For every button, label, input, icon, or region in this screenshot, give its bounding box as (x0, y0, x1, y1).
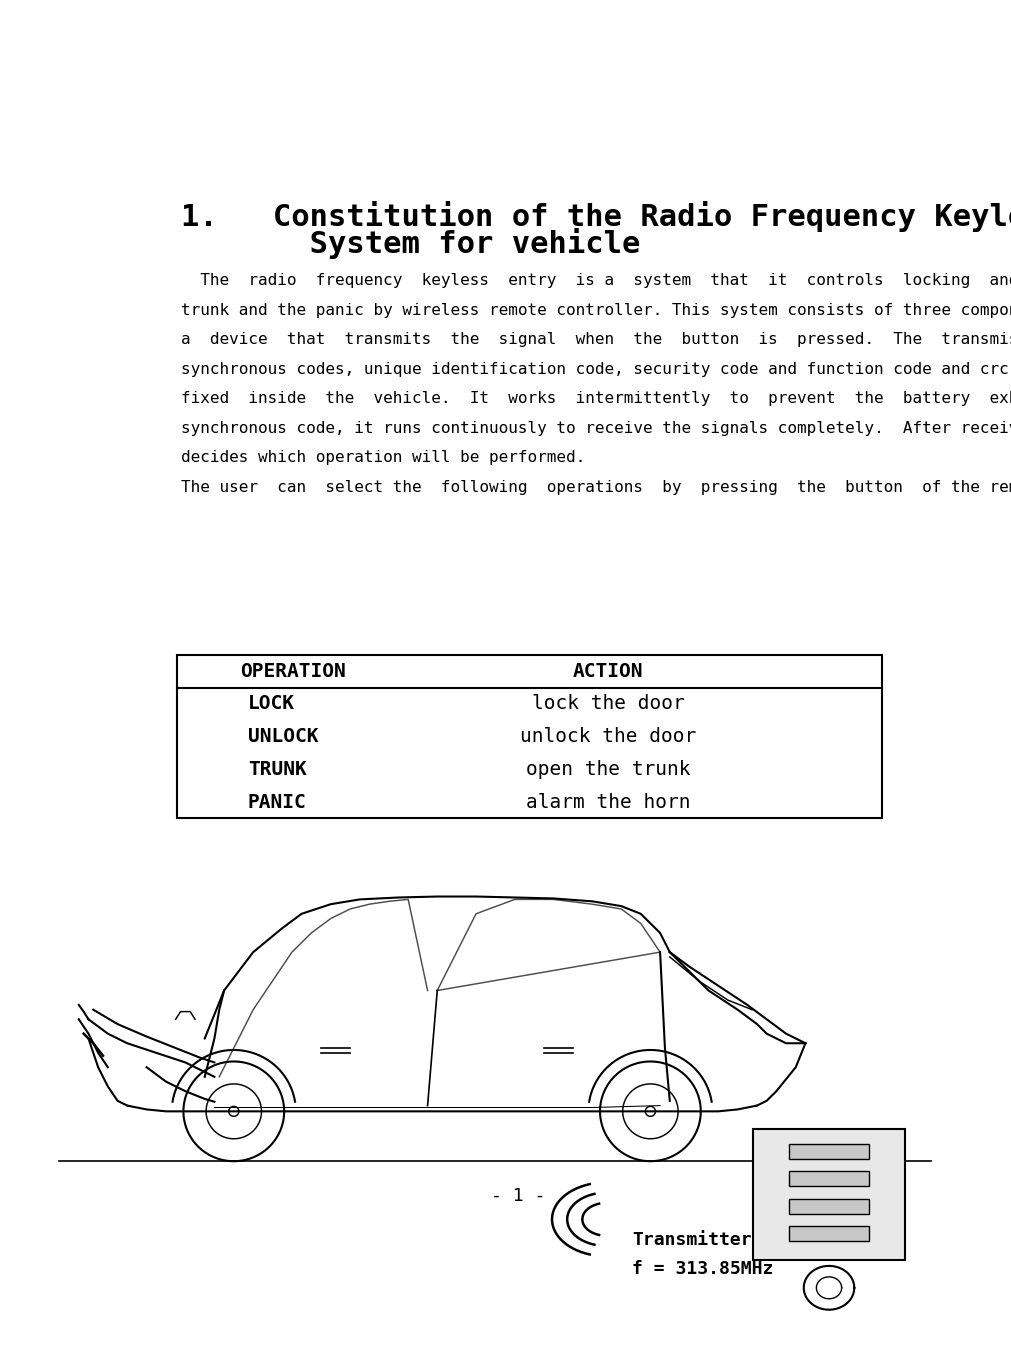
Text: synchronous codes, unique identification code, security code and function code a: synchronous codes, unique identification… (181, 362, 1011, 377)
Text: fixed  inside  the  vehicle.  It  works  intermittently  to  prevent  the  batte: fixed inside the vehicle. It works inter… (181, 392, 1011, 406)
Text: 1.   Constitution of the Radio Frequency Keyless Entry: 1. Constitution of the Radio Frequency K… (181, 201, 1011, 233)
Text: System for vehicle: System for vehicle (181, 227, 641, 259)
Text: OPERATION: OPERATION (240, 662, 346, 681)
Text: - 1 -: - 1 - (491, 1186, 545, 1206)
Bar (789, 1171, 869, 1186)
Text: f = 313.85MHz: f = 313.85MHz (632, 1259, 773, 1278)
Text: TRUNK: TRUNK (248, 760, 306, 780)
Text: synchronous code, it runs continuously to receive the signals completely.  After: synchronous code, it runs continuously t… (181, 421, 1011, 436)
Text: alarm the horn: alarm the horn (526, 793, 691, 811)
Text: a  device  that  transmits  the  signal  when  the  button  is  pressed.  The  t: a device that transmits the signal when … (181, 332, 1011, 347)
Bar (789, 1144, 869, 1159)
Text: PANIC: PANIC (248, 793, 306, 811)
Text: ACTION: ACTION (573, 662, 643, 681)
Text: decides which operation will be performed.: decides which operation will be performe… (181, 451, 585, 466)
Text: The  radio  frequency  keyless  entry  is a  system  that  it  controls  locking: The radio frequency keyless entry is a s… (181, 273, 1011, 288)
Text: lock the door: lock the door (532, 695, 684, 714)
Text: open the trunk: open the trunk (526, 760, 691, 780)
Text: LOCK: LOCK (248, 695, 295, 714)
Text: Transmitter: Transmitter (632, 1230, 751, 1249)
Text: UNLOCK: UNLOCK (248, 727, 318, 747)
Text: trunk and the panic by wireless remote controller. This system consists of three: trunk and the panic by wireless remote c… (181, 303, 1011, 318)
Text: The user  can  select the  following  operations  by  pressing  the  button  of : The user can select the following operat… (181, 479, 1011, 495)
Bar (177, 655, 883, 818)
Text: unlock the door: unlock the door (520, 727, 697, 747)
Bar (789, 1199, 869, 1214)
Bar (753, 1129, 905, 1260)
Bar (789, 1226, 869, 1241)
